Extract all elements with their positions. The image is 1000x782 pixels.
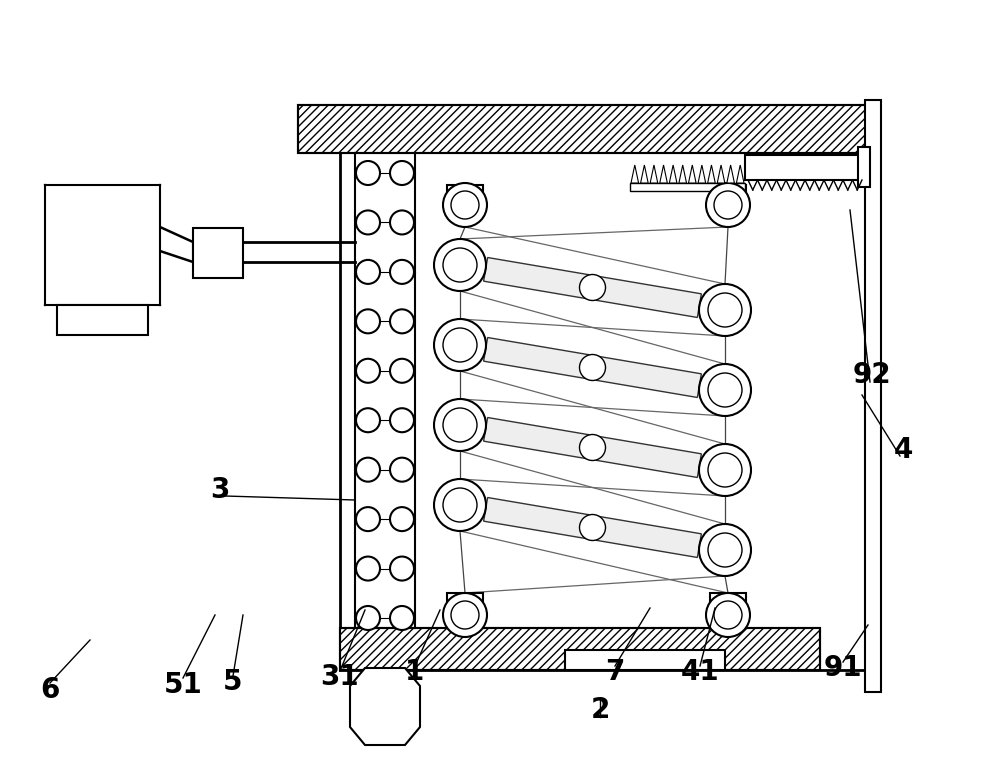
- Bar: [630, 183, 745, 191]
- Circle shape: [443, 183, 487, 227]
- Text: 5: 5: [223, 668, 243, 696]
- Bar: [340, 628, 820, 670]
- Bar: [858, 147, 870, 187]
- Circle shape: [714, 191, 742, 219]
- Polygon shape: [736, 165, 744, 183]
- Bar: [298, 105, 870, 153]
- Circle shape: [443, 408, 477, 442]
- Circle shape: [390, 161, 414, 185]
- Circle shape: [451, 191, 479, 219]
- Circle shape: [356, 310, 380, 333]
- Polygon shape: [350, 668, 420, 745]
- Circle shape: [434, 319, 486, 371]
- Polygon shape: [698, 165, 706, 183]
- Bar: [340, 105, 870, 670]
- Circle shape: [390, 408, 414, 432]
- Bar: [45, 185, 160, 305]
- Polygon shape: [484, 338, 701, 397]
- Circle shape: [451, 601, 479, 629]
- Circle shape: [390, 457, 414, 482]
- Circle shape: [443, 248, 477, 282]
- Bar: [745, 155, 865, 180]
- Circle shape: [434, 479, 486, 531]
- Circle shape: [356, 507, 380, 531]
- Circle shape: [356, 359, 380, 382]
- Bar: [710, 185, 746, 217]
- Polygon shape: [727, 165, 734, 183]
- Circle shape: [356, 408, 380, 432]
- Polygon shape: [660, 165, 667, 183]
- Circle shape: [443, 488, 477, 522]
- Bar: [447, 185, 483, 217]
- Circle shape: [708, 453, 742, 487]
- Text: 3: 3: [210, 476, 230, 504]
- Polygon shape: [669, 165, 677, 183]
- Text: 41: 41: [681, 658, 719, 686]
- Text: 31: 31: [321, 663, 359, 691]
- Polygon shape: [708, 165, 715, 183]
- Circle shape: [708, 373, 742, 407]
- Circle shape: [356, 457, 380, 482]
- Circle shape: [434, 239, 486, 291]
- Text: 91: 91: [824, 654, 862, 682]
- Circle shape: [390, 310, 414, 333]
- Circle shape: [706, 593, 750, 637]
- Bar: [298, 105, 870, 153]
- Circle shape: [714, 601, 742, 629]
- Text: 2: 2: [590, 696, 610, 724]
- Circle shape: [708, 293, 742, 327]
- Bar: [193, 228, 243, 278]
- Polygon shape: [717, 165, 725, 183]
- Circle shape: [443, 328, 477, 362]
- Polygon shape: [484, 257, 701, 317]
- Circle shape: [699, 284, 751, 336]
- Circle shape: [390, 507, 414, 531]
- Circle shape: [390, 210, 414, 235]
- Text: 6: 6: [40, 676, 60, 704]
- Circle shape: [443, 593, 487, 637]
- Circle shape: [356, 210, 380, 235]
- Bar: [710, 593, 746, 625]
- Text: 7: 7: [605, 658, 625, 686]
- Circle shape: [356, 161, 380, 185]
- Circle shape: [580, 515, 606, 540]
- Bar: [57, 305, 148, 335]
- Bar: [447, 593, 483, 625]
- Circle shape: [434, 399, 486, 451]
- Polygon shape: [484, 418, 701, 478]
- Polygon shape: [641, 165, 648, 183]
- Circle shape: [356, 606, 380, 630]
- Polygon shape: [631, 165, 639, 183]
- Polygon shape: [679, 165, 686, 183]
- Text: 92: 92: [853, 361, 891, 389]
- Circle shape: [390, 606, 414, 630]
- Circle shape: [699, 444, 751, 496]
- Text: 1: 1: [405, 658, 425, 686]
- Circle shape: [390, 260, 414, 284]
- Circle shape: [699, 364, 751, 416]
- Text: 51: 51: [164, 671, 202, 699]
- Circle shape: [708, 533, 742, 567]
- Circle shape: [706, 183, 750, 227]
- Circle shape: [699, 524, 751, 576]
- Bar: [565, 650, 725, 670]
- Circle shape: [356, 557, 380, 580]
- Circle shape: [390, 557, 414, 580]
- Circle shape: [580, 435, 606, 461]
- Text: 4: 4: [893, 436, 913, 464]
- Circle shape: [580, 354, 606, 381]
- Circle shape: [356, 260, 380, 284]
- Circle shape: [580, 274, 606, 300]
- Bar: [865, 100, 881, 692]
- Polygon shape: [688, 165, 696, 183]
- Polygon shape: [484, 497, 701, 558]
- Polygon shape: [650, 165, 658, 183]
- Bar: [340, 628, 820, 670]
- Circle shape: [390, 359, 414, 382]
